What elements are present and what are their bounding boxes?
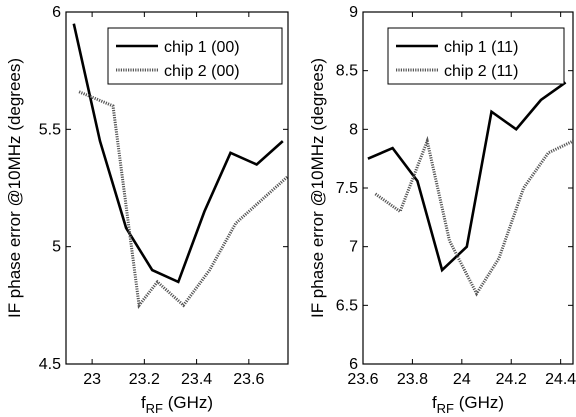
x-tick-label: 24.4: [545, 371, 576, 388]
x-axis-label: fRF (GHz): [432, 393, 504, 416]
y-tick-label: 6: [349, 356, 358, 373]
y-tick-label: 4.5: [39, 356, 61, 373]
x-tick-label: 24.2: [496, 371, 527, 388]
plot-frame: [65, 11, 289, 365]
x-tick-label: 23.6: [233, 371, 264, 388]
legend: chip 1 (00) chip 2 (00): [107, 27, 283, 85]
x-axis-label: fRF (GHz): [141, 393, 213, 416]
legend-label-1: chip 1 (00): [164, 39, 240, 56]
x-tick-label: 23: [83, 371, 101, 388]
x-tick-label: 23.2: [129, 371, 160, 388]
series-line-2: [78, 90, 288, 310]
x-tick-label: 23.6: [347, 371, 378, 388]
legend-label-2: chip 2 (00): [164, 63, 240, 80]
y-tick-label: 8.5: [336, 63, 358, 80]
y-tick-label: 9: [349, 4, 358, 21]
series-line-2: [374, 135, 573, 297]
y-tick-label: 8: [349, 121, 358, 138]
legend-box: [107, 27, 283, 85]
x-tick-label: 23.4: [181, 371, 212, 388]
series-line-1: [72, 23, 284, 284]
y-tick-label: 6: [52, 4, 61, 21]
chart-panel-2: 23.6 23.8 24 24.2 24.4 6 6.5 7 7.5 8 8.5 9 IF phase …: [308, 4, 576, 416]
y-tick-label: 5.5: [39, 121, 61, 138]
chart-panel-1: 23 23.2 23.4 23.6 4.5 5 5.5 6 IF phase error @10…: [5, 4, 289, 416]
legend: chip 1 (11) chip 2 (11): [387, 27, 565, 85]
y-tick-label: 6.5: [336, 297, 358, 314]
y-axis-label: IF phase error @10MHz (degrees): [5, 58, 24, 318]
y-tick-label: 7: [349, 239, 358, 256]
x-tick-label: 24: [453, 371, 471, 388]
y-axis-label: IF phase error @10MHz (degrees): [308, 58, 327, 318]
y-tick-label: 7.5: [336, 180, 358, 197]
x-tick-label: 23.8: [397, 371, 428, 388]
legend-label-2: chip 2 (11): [444, 63, 518, 80]
series-line-1: [367, 81, 567, 273]
y-tick-label: 5: [52, 239, 61, 256]
legend-label-1: chip 1 (11): [444, 39, 518, 56]
legend-box: [387, 27, 565, 85]
